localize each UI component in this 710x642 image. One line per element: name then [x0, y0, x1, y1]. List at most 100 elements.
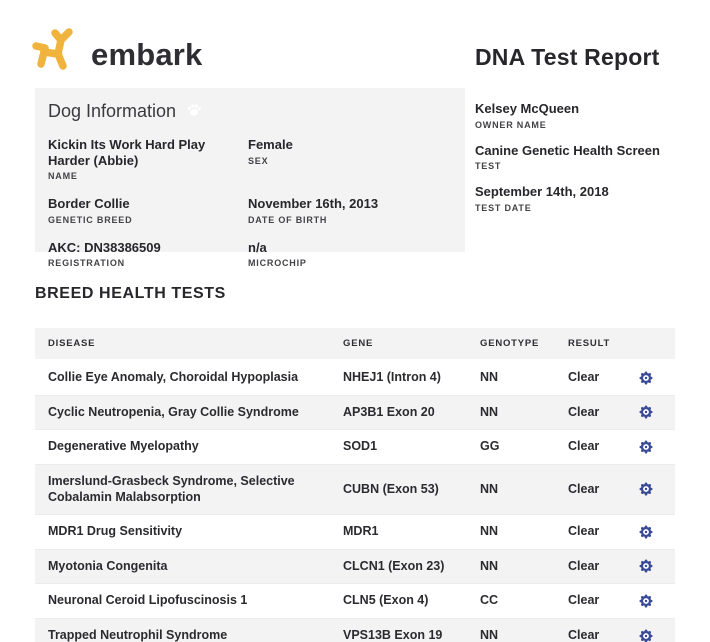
table-row: Collie Eye Anomaly, Choroidal Hypoplasia…: [35, 360, 675, 396]
column-header-result: RESULT: [568, 328, 623, 361]
logo-wordmark: embark: [91, 37, 203, 72]
field-value: September 14th, 2018: [475, 184, 609, 200]
gene-cell: CLN5 (Exon 4): [343, 583, 480, 619]
field-label: TEST: [475, 161, 502, 172]
disease-cell: Degenerative Myelopathy: [35, 429, 343, 465]
clear-badge-icon: [639, 439, 653, 454]
clear-badge-icon: [639, 524, 653, 539]
disease-cell: Neuronal Ceroid Lipofuscinosis 1: [35, 583, 343, 619]
table-row: Degenerative Myelopathy SOD1 GG Clear: [35, 429, 675, 465]
gene-cell: CLCN1 (Exon 23): [343, 549, 480, 585]
disease-cell: Trapped Neutrophil Syndrome: [35, 618, 343, 642]
disease-cell: Myotonia Congenita: [35, 549, 343, 585]
genotype-cell: CC: [480, 583, 568, 619]
badge-cell: [623, 583, 675, 619]
field-value: Border Collie: [48, 196, 130, 212]
badge-cell: [623, 429, 675, 465]
table-row: Trapped Neutrophil Syndrome VPS13B Exon …: [35, 618, 675, 642]
table-row: Cyclic Neutropenia, Gray Collie Syndrome…: [35, 395, 675, 431]
result-cell: Clear: [568, 618, 623, 642]
genotype-cell: GG: [480, 429, 568, 465]
field-owner-name: Kelsey McQueen OWNER NAME: [475, 101, 695, 130]
dog-information-title: Dog Information: [48, 101, 453, 122]
field-name: Kickin Its Work Hard Play Harder (Abbie)…: [48, 137, 248, 181]
dog-information-title-text: Dog Information: [48, 101, 177, 121]
field-label: TEST DATE: [475, 202, 532, 213]
clear-badge-icon: [639, 628, 653, 642]
health-tests-body: Collie Eye Anomaly, Choroidal Hypoplasia…: [35, 360, 675, 642]
breed-health-tests-heading: BREED HEALTH TESTS: [35, 285, 226, 302]
embark-dog-icon: [30, 26, 82, 75]
field-label: MICROCHIP: [248, 258, 307, 269]
clear-badge-icon: [639, 482, 653, 496]
result-cell: Clear: [568, 360, 623, 396]
genotype-cell: NN: [480, 464, 568, 516]
badge-cell: [623, 395, 675, 431]
badge-cell: [623, 618, 675, 642]
clear-badge-icon: [639, 405, 653, 419]
genotype-cell: NN: [480, 549, 568, 585]
genotype-cell: NN: [480, 514, 568, 550]
health-tests-table: DISEASE GENE GENOTYPE RESULT Collie Eye …: [35, 328, 675, 642]
field-value: Kickin Its Work Hard Play Harder (Abbie): [48, 137, 206, 168]
result-cell: Clear: [568, 549, 623, 585]
result-cell: Clear: [568, 395, 623, 431]
disease-cell: Cyclic Neutropenia, Gray Collie Syndrome: [35, 395, 343, 431]
genotype-cell: NN: [480, 618, 568, 642]
field-registration: AKC: DN38386509 REGISTRATION: [48, 240, 248, 269]
clear-badge-icon: [639, 593, 653, 608]
field-value: AKC: DN38386509: [48, 239, 161, 255]
clear-badge-icon: [639, 559, 653, 573]
gene-cell: CUBN (Exon 53): [343, 464, 480, 516]
field-value: Canine Genetic Health Screen: [475, 142, 660, 158]
table-header: DISEASE GENE GENOTYPE RESULT: [35, 328, 675, 361]
disease-cell: Imerslund-Grasbeck Syndrome, Selective C…: [35, 464, 343, 516]
field-sex: Female SEX: [248, 137, 453, 181]
genotype-cell: NN: [480, 360, 568, 396]
disease-cell: MDR1 Drug Sensitivity: [35, 514, 343, 550]
field-microchip: n/a MICROCHIP: [248, 240, 453, 269]
result-cell: Clear: [568, 583, 623, 619]
field-label: DATE OF BIRTH: [248, 214, 328, 225]
clear-badge-icon: [639, 370, 653, 385]
field-date-of-birth: November 16th, 2013 DATE OF BIRTH: [248, 196, 453, 225]
table-row: MDR1 Drug Sensitivity MDR1 NN Clear: [35, 514, 675, 550]
embark-logo: embark: [30, 26, 203, 75]
badge-cell: [623, 549, 675, 585]
gene-cell: NHEJ1 (Intron 4): [343, 360, 480, 396]
paw-icon: [186, 101, 202, 122]
field-test-date: September 14th, 2018 TEST DATE: [475, 184, 695, 213]
field-value: Kelsey McQueen: [475, 101, 580, 116]
field-label: GENETIC BREED: [48, 214, 133, 225]
result-cell: Clear: [568, 464, 623, 516]
dog-information-fields: Kickin Its Work Hard Play Harder (Abbie)…: [48, 137, 453, 268]
gene-cell: SOD1: [343, 429, 480, 465]
gene-cell: MDR1: [343, 514, 480, 550]
column-header-genotype: GENOTYPE: [480, 328, 568, 361]
column-header-disease: DISEASE: [35, 328, 343, 361]
table-row: Myotonia Congenita CLCN1 (Exon 23) NN Cl…: [35, 549, 675, 585]
field-label: OWNER NAME: [475, 119, 547, 130]
result-cell: Clear: [568, 514, 623, 550]
disease-cell: Collie Eye Anomaly, Choroidal Hypoplasia: [35, 360, 343, 396]
field-value: November 16th, 2013: [248, 196, 379, 212]
table-row: Neuronal Ceroid Lipofuscinosis 1 CLN5 (E…: [35, 583, 675, 619]
report-info: Kelsey McQueen OWNER NAME Canine Genetic…: [475, 101, 695, 213]
field-label: REGISTRATION: [48, 258, 125, 269]
gene-cell: AP3B1 Exon 20: [343, 395, 480, 431]
field-label: SEX: [248, 155, 269, 166]
result-cell: Clear: [568, 429, 623, 465]
badge-cell: [623, 464, 675, 516]
badge-cell: [623, 514, 675, 550]
gene-cell: VPS13B Exon 19: [343, 618, 480, 642]
field-label: NAME: [48, 171, 78, 182]
field-value: Female: [248, 137, 293, 152]
field-genetic-breed: Border Collie GENETIC BREED: [48, 196, 248, 225]
column-header-badge: [623, 328, 675, 361]
field-value: n/a: [248, 239, 267, 255]
column-header-gene: GENE: [343, 328, 480, 361]
table-row: Imerslund-Grasbeck Syndrome, Selective C…: [35, 464, 675, 516]
genotype-cell: NN: [480, 395, 568, 431]
dog-information-panel: Dog Information Kickin Its Work Hard Pla…: [35, 88, 465, 268]
